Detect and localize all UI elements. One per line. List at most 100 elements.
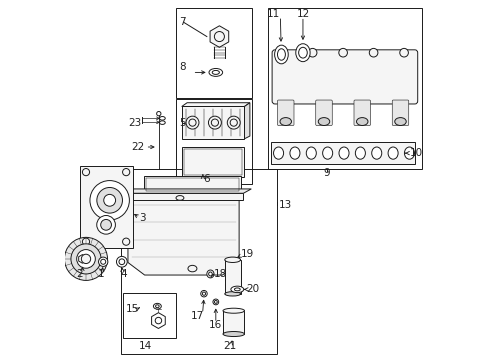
- Bar: [80, 166, 132, 248]
- Text: 6: 6: [203, 174, 209, 184]
- Circle shape: [97, 188, 122, 213]
- Ellipse shape: [176, 195, 183, 200]
- Circle shape: [64, 237, 107, 280]
- Circle shape: [103, 194, 115, 206]
- Ellipse shape: [322, 147, 332, 159]
- Ellipse shape: [318, 118, 329, 126]
- Polygon shape: [210, 26, 228, 47]
- Text: 10: 10: [409, 148, 423, 158]
- Circle shape: [101, 259, 105, 264]
- Circle shape: [97, 216, 115, 234]
- Ellipse shape: [202, 292, 205, 295]
- Ellipse shape: [206, 270, 214, 278]
- Bar: [224, 260, 240, 294]
- Bar: [176, 99, 251, 184]
- Circle shape: [81, 254, 90, 264]
- Ellipse shape: [277, 49, 285, 60]
- Circle shape: [119, 259, 124, 265]
- Circle shape: [71, 244, 101, 274]
- Ellipse shape: [356, 118, 367, 126]
- FancyBboxPatch shape: [391, 100, 408, 126]
- Text: 9: 9: [323, 168, 329, 178]
- Circle shape: [77, 249, 95, 268]
- Ellipse shape: [159, 117, 165, 120]
- Text: 3: 3: [139, 213, 145, 222]
- Ellipse shape: [289, 147, 299, 159]
- Circle shape: [368, 48, 377, 57]
- FancyBboxPatch shape: [315, 100, 331, 126]
- Polygon shape: [128, 200, 239, 275]
- Text: 2: 2: [77, 269, 83, 279]
- Ellipse shape: [234, 288, 240, 291]
- Bar: [182, 147, 244, 177]
- Circle shape: [155, 318, 162, 324]
- Text: 19: 19: [241, 248, 254, 258]
- Ellipse shape: [153, 303, 161, 309]
- Circle shape: [308, 48, 316, 57]
- Polygon shape: [123, 193, 243, 200]
- Ellipse shape: [224, 257, 240, 262]
- Text: 12: 12: [296, 9, 309, 19]
- Circle shape: [99, 257, 108, 266]
- Polygon shape: [123, 189, 251, 193]
- Bar: [183, 149, 242, 175]
- Bar: [271, 142, 414, 164]
- Ellipse shape: [387, 147, 397, 159]
- Text: 16: 16: [208, 320, 221, 330]
- Ellipse shape: [187, 265, 197, 272]
- Ellipse shape: [224, 292, 240, 296]
- Text: 21: 21: [223, 341, 236, 351]
- Bar: [122, 293, 176, 338]
- Polygon shape: [151, 313, 165, 328]
- Circle shape: [211, 119, 218, 126]
- Circle shape: [338, 48, 346, 57]
- Ellipse shape: [159, 121, 165, 125]
- Ellipse shape: [201, 291, 207, 297]
- Text: 4: 4: [120, 269, 126, 279]
- Ellipse shape: [274, 45, 287, 64]
- Circle shape: [101, 220, 111, 230]
- Circle shape: [188, 119, 196, 126]
- Bar: [223, 311, 244, 334]
- Bar: [121, 169, 276, 354]
- Text: 22: 22: [131, 141, 144, 152]
- Circle shape: [122, 168, 129, 176]
- Circle shape: [227, 116, 240, 129]
- Circle shape: [156, 112, 161, 116]
- Text: 23: 23: [128, 118, 141, 128]
- Circle shape: [122, 238, 129, 245]
- Ellipse shape: [208, 68, 222, 76]
- Ellipse shape: [212, 71, 219, 75]
- Polygon shape: [182, 103, 249, 107]
- Circle shape: [230, 119, 237, 126]
- Circle shape: [399, 48, 407, 57]
- Circle shape: [277, 48, 286, 57]
- Polygon shape: [244, 103, 249, 139]
- FancyBboxPatch shape: [353, 100, 370, 126]
- Circle shape: [82, 238, 89, 245]
- Ellipse shape: [273, 147, 283, 159]
- Ellipse shape: [212, 299, 218, 305]
- Ellipse shape: [230, 286, 244, 293]
- Text: 8: 8: [179, 62, 185, 72]
- Bar: [182, 107, 244, 139]
- Ellipse shape: [223, 332, 244, 337]
- Ellipse shape: [223, 308, 244, 313]
- Bar: [267, 8, 421, 169]
- Ellipse shape: [298, 47, 306, 58]
- Ellipse shape: [305, 147, 316, 159]
- Ellipse shape: [394, 118, 406, 126]
- Ellipse shape: [155, 305, 159, 308]
- Ellipse shape: [404, 147, 414, 159]
- Text: 18: 18: [213, 269, 226, 279]
- Ellipse shape: [280, 118, 291, 126]
- Circle shape: [214, 32, 224, 41]
- Ellipse shape: [355, 147, 365, 159]
- Text: 15: 15: [125, 304, 139, 314]
- Ellipse shape: [208, 272, 212, 276]
- Ellipse shape: [371, 147, 381, 159]
- Ellipse shape: [295, 44, 309, 62]
- Circle shape: [208, 116, 221, 129]
- FancyBboxPatch shape: [271, 50, 417, 104]
- FancyBboxPatch shape: [277, 100, 293, 126]
